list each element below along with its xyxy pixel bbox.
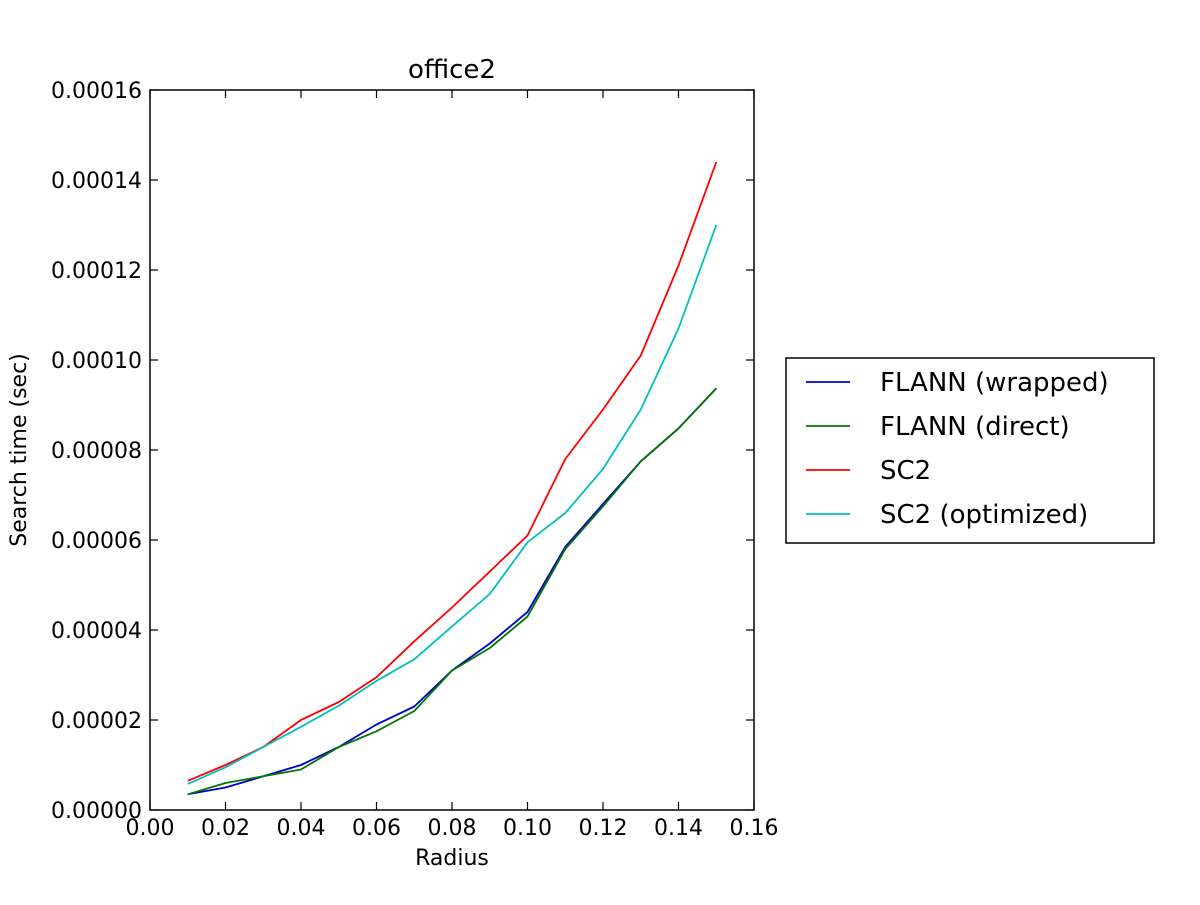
y-tick-label: 0.00000 [51,799,142,824]
legend-label-flann-direct: FLANN (direct) [880,412,1070,442]
tick-layer: 0.00 0.02 0.04 0.06 0.08 0.10 0.12 0.14 0.16 0.00… [51,79,778,841]
chart-title: office2 [408,55,496,85]
series-line-sc2 [187,161,718,782]
y-tick-label: 0.00016 [51,79,142,104]
y-tick-label: 0.00004 [51,619,142,644]
legend-label-sc2: SC2 [880,456,931,486]
y-tick-label: 0.00014 [51,169,142,194]
y-tick-label: 0.00006 [51,529,142,554]
legend-label-sc2-optimized: SC2 (optimized) [880,500,1088,530]
x-axis-label: Radius [415,846,489,871]
series-layer [187,161,718,796]
x-tick-label: 0.14 [654,816,703,841]
x-tick-label: 0.04 [277,816,326,841]
x-tick-label: 0.08 [428,816,477,841]
legend: FLANN (wrapped) FLANN (direct) SC2 SC2 (opt… [785,357,1155,544]
x-tick-label: 0.16 [730,816,779,841]
y-tick-label: 0.00002 [51,709,142,734]
legend-entries: FLANN (wrapped) FLANN (direct) SC2 SC2 (opt… [806,368,1109,530]
series-line-flann-direct [187,387,717,796]
x-tick-label: 0.02 [201,816,250,841]
series-line-sc2-optimized [187,224,718,785]
x-tick-label: 0.06 [352,816,401,841]
y-tick-label: 0.00010 [51,349,142,374]
legend-box [785,357,1155,544]
plot-frame [149,89,755,811]
y-tick-label: 0.00012 [51,259,142,284]
x-tick-label: 0.10 [503,816,552,841]
legend-label-flann-wrapped: FLANN (wrapped) [880,368,1109,398]
y-tick-label: 0.00008 [51,439,142,464]
y-axis-label: Search time (sec) [7,353,32,547]
x-tick-label: 0.12 [579,816,628,841]
x-tick-label: 0.00 [126,816,175,841]
series-line-flann-wrapped [187,387,717,796]
